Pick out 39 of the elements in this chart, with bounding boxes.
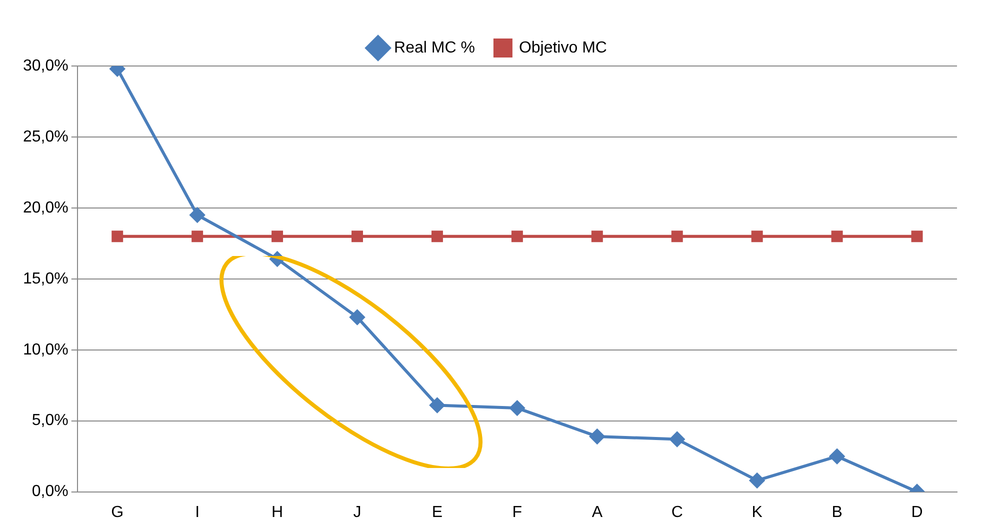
- y-tick-label: 15,0%: [22, 270, 68, 288]
- x-tick-label: K: [752, 504, 763, 521]
- x-tick-label: C: [671, 504, 683, 521]
- point: [671, 230, 683, 242]
- y-tick-label: 25,0%: [22, 128, 68, 146]
- point: [350, 310, 365, 325]
- x-tick-label: B: [832, 504, 842, 521]
- x-tick-label: G: [111, 504, 124, 521]
- point: [750, 472, 765, 488]
- point: [272, 230, 284, 242]
- y-tick-label: 30,0%: [22, 57, 68, 74]
- point: [112, 230, 124, 242]
- point: [591, 230, 603, 242]
- x-tick-label: H: [272, 504, 284, 521]
- x-tick-label: E: [432, 504, 443, 521]
- point: [192, 230, 204, 242]
- x-tick-label: J: [353, 504, 362, 521]
- point: [431, 230, 443, 242]
- y-tick-label: 10,0%: [22, 341, 68, 358]
- y-tick-label: 20,0%: [22, 199, 68, 216]
- point: [511, 230, 523, 242]
- point: [911, 230, 923, 242]
- point: [510, 400, 525, 416]
- x-tick-label: F: [512, 504, 522, 521]
- x-tick-label: D: [911, 504, 923, 521]
- y-tick-label: 0,0%: [32, 483, 68, 500]
- legend-label: Real MC %: [394, 39, 475, 56]
- point: [751, 230, 763, 242]
- point: [670, 432, 685, 447]
- x-tick-label: A: [592, 504, 603, 521]
- point: [831, 230, 843, 242]
- point: [830, 448, 845, 464]
- point: [190, 208, 205, 223]
- legend-label: Objetivo MC: [518, 39, 607, 56]
- x-tick-label: I: [195, 504, 200, 521]
- y-tick-label: 5,0%: [32, 412, 68, 430]
- point: [590, 428, 605, 444]
- point: [352, 230, 363, 242]
- point: [430, 398, 445, 413]
